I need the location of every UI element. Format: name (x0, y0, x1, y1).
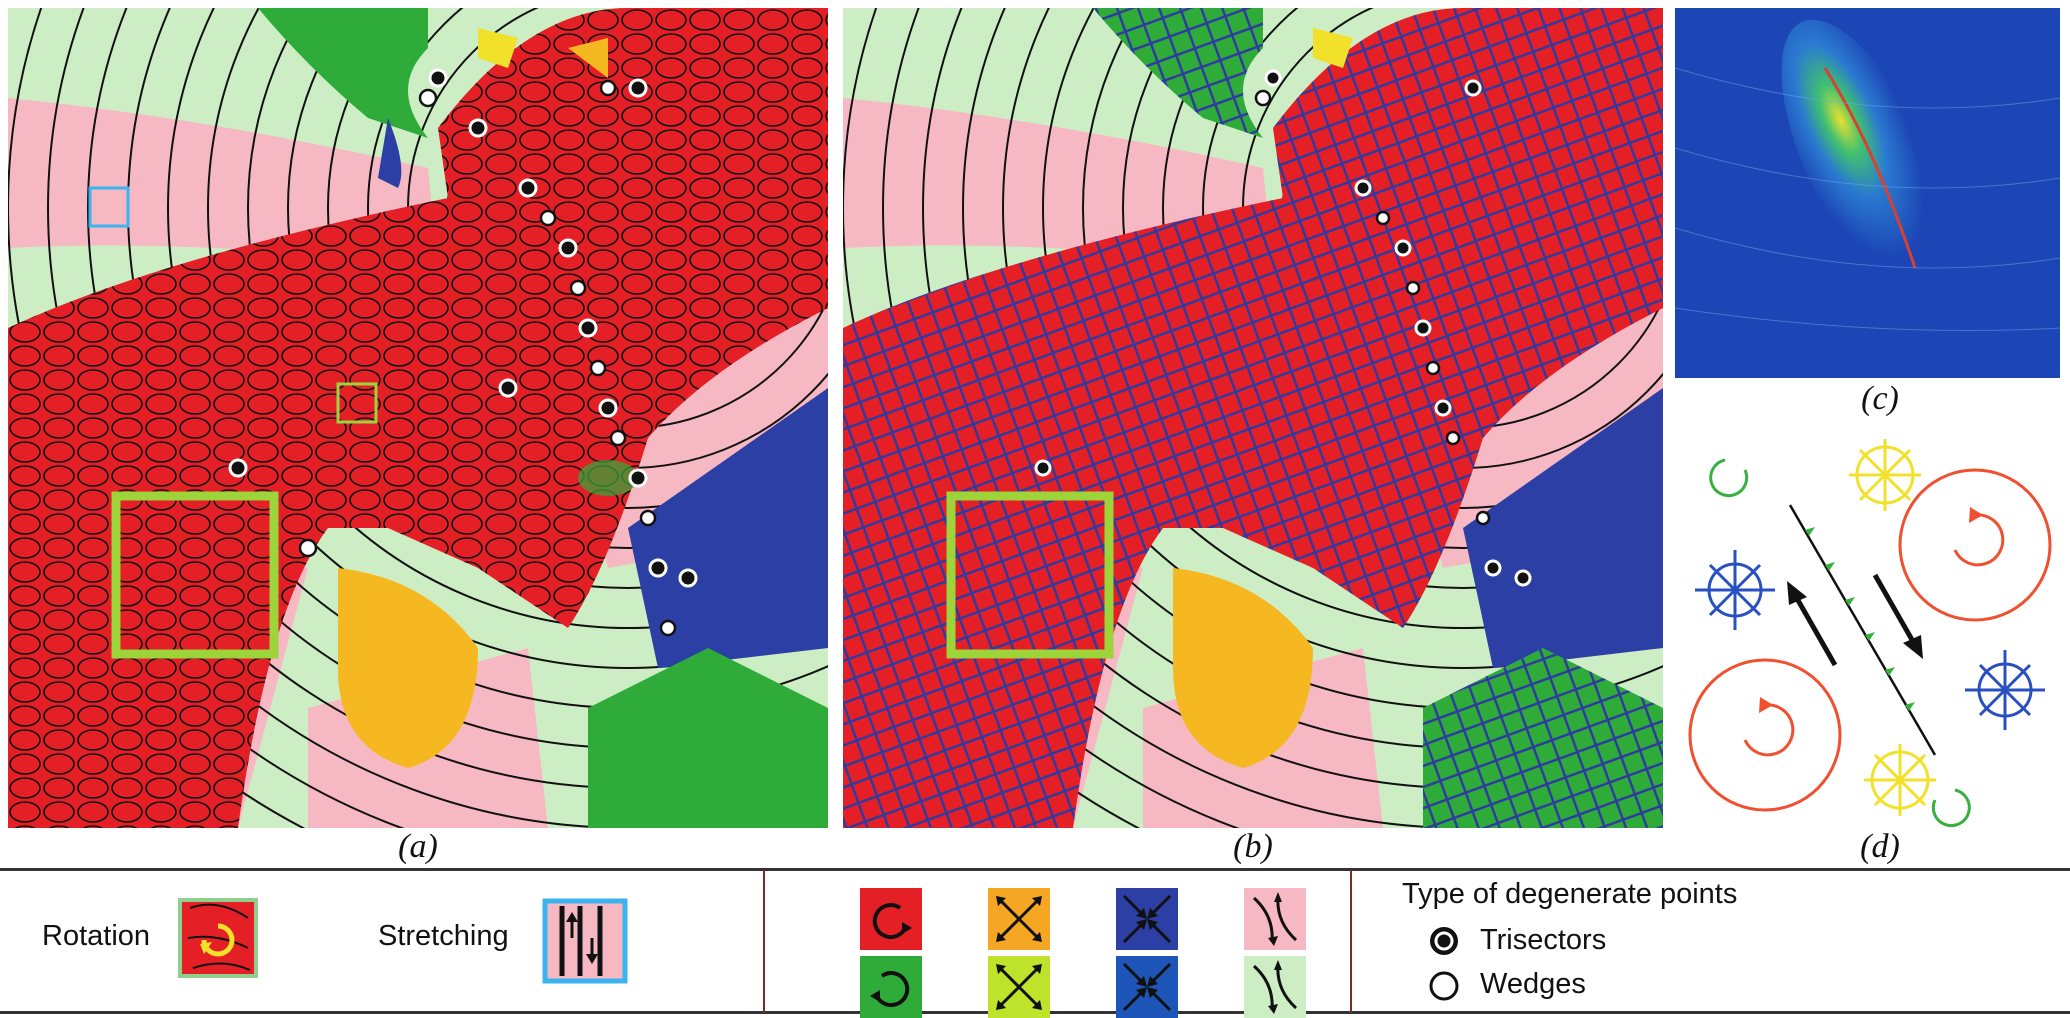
expansion-arrows-icon (996, 964, 1042, 1010)
degenerate-title: Type of degenerate points (1402, 878, 1738, 910)
hyperbolic-arrows-icon (1252, 960, 1298, 1014)
trisector-legend-icon (1428, 925, 1460, 957)
legend-top-rule (0, 868, 2070, 871)
rotation-swatch (178, 898, 258, 978)
panel-b-figure (843, 8, 1663, 828)
rotation-cw-icon (870, 971, 910, 1008)
panel-d-schematic (1675, 435, 2060, 845)
panel-a-figure (8, 8, 828, 828)
legend-divider-2 (1350, 870, 1352, 1013)
panel-d-figure (1688, 439, 2052, 828)
stretching-swatch (542, 898, 628, 984)
caption-b: (b) (1233, 828, 1273, 865)
rotation-ccw-icon (872, 903, 912, 940)
swatch-contraction-arrows-icon-7 (1116, 956, 1178, 1018)
contraction-arrows-icon (1122, 962, 1172, 1012)
caption-c: (c) (1861, 380, 1899, 417)
stretching-label: Stretching (378, 920, 509, 952)
wedges-label: Wedges (1480, 968, 1586, 1000)
swatch-expansion-arrows-icon-6 (988, 956, 1050, 1018)
swatch-rotation-cw-icon-5 (860, 956, 922, 1018)
panel-c-magnitude-field (1675, 8, 2060, 378)
panel-b-hyperstreamlines (843, 8, 1663, 828)
swatch-rotation-ccw-icon-1 (860, 888, 922, 950)
rotation-label: Rotation (42, 920, 151, 952)
caption-a: (a) (398, 828, 438, 865)
legend-divider-1 (763, 870, 765, 1013)
swatch-hyperbolic-arrows-icon-8 (1244, 956, 1306, 1018)
panel-a-tensor-glyphs (8, 8, 828, 828)
caption-d: (d) (1860, 828, 1900, 865)
swatch-hyperbolic-arrows-icon-4 (1244, 888, 1306, 950)
wedge-legend-icon (1428, 970, 1460, 1002)
expansion-arrows-icon (996, 896, 1042, 942)
swatch-expansion-arrows-icon-2 (988, 888, 1050, 950)
panel-c-figure (1675, 8, 2060, 378)
contraction-arrows-icon (1122, 894, 1172, 944)
hyperbolic-arrows-icon (1252, 892, 1298, 946)
swatch-contraction-arrows-icon-3 (1116, 888, 1178, 950)
trisectors-label: Trisectors (1480, 924, 1607, 956)
